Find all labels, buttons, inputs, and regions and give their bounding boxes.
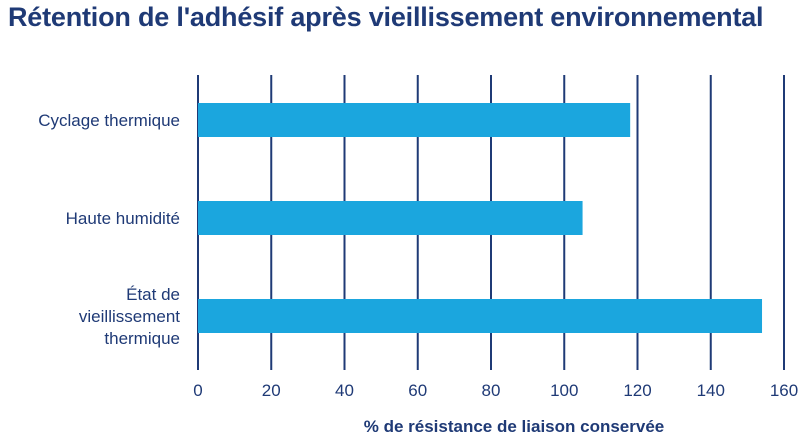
category-label-3-line-1: État de: [126, 285, 180, 304]
bars: [198, 103, 763, 333]
category-label-3-line-3: thermique: [104, 329, 180, 348]
category-label-1: Cyclage thermique: [38, 111, 180, 130]
x-tick-label-20: 20: [262, 381, 281, 400]
x-tick-label-100: 100: [550, 381, 578, 400]
category-label-2: Haute humidité: [66, 209, 180, 228]
bar-3: [198, 299, 763, 333]
x-axis-tick-labels: 0 20 40 60 80 100 120 140 160: [193, 381, 798, 400]
category-labels: Cyclage thermique Haute humidité État de vi…: [38, 111, 180, 348]
bar-2: [198, 201, 583, 235]
bar-1: [198, 103, 631, 137]
chart-title: Rétention de l'adhésif après vieillissem…: [8, 2, 764, 32]
category-label-3-line-2: vieillissement: [79, 307, 180, 326]
x-tick-label-40: 40: [335, 381, 354, 400]
x-tick-label-80: 80: [482, 381, 501, 400]
x-tick-label-60: 60: [408, 381, 427, 400]
x-tick-label-0: 0: [193, 381, 202, 400]
x-axis-title: % de résistance de liaison conservée: [364, 417, 664, 436]
x-tick-label-140: 140: [697, 381, 725, 400]
x-tick-label-120: 120: [623, 381, 651, 400]
x-tick-label-160: 160: [770, 381, 798, 400]
